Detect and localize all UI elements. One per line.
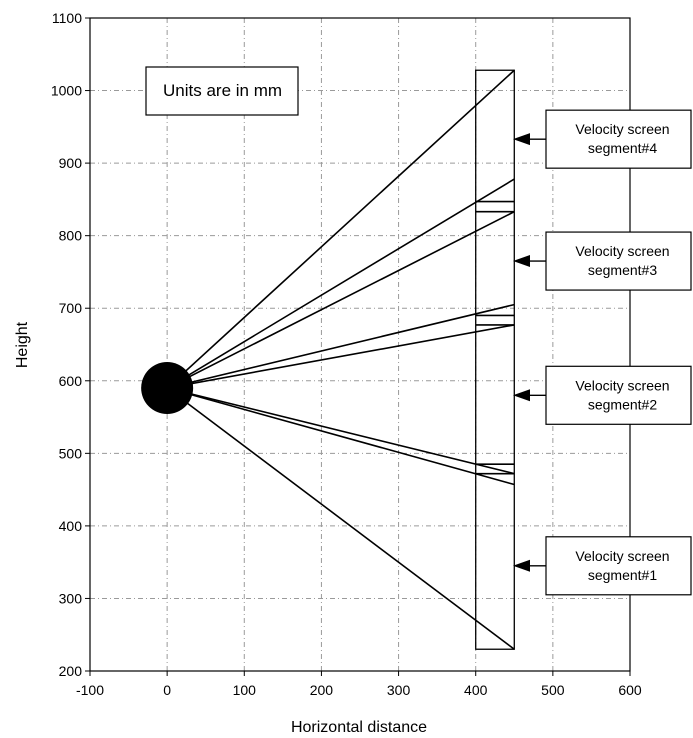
y-tick-label: 200: [59, 663, 83, 679]
y-tick-label: 700: [59, 300, 83, 316]
x-tick-label: 600: [618, 682, 642, 698]
annotation-box: [545, 536, 692, 596]
source-point: [141, 362, 194, 415]
annotation-callout: Velocity screen segment#3: [513, 231, 692, 291]
annotation-label: Velocity screen: [575, 548, 669, 564]
annotation-label: segment#2: [588, 396, 657, 412]
annotation-callout: Velocity screen segment#1: [513, 536, 692, 596]
y-tick-label: 800: [59, 228, 83, 244]
ray-line: [166, 324, 515, 389]
annotation-callout: Velocity screen segment#4: [513, 109, 692, 169]
ray-line: [166, 387, 515, 475]
x-tick-label: 500: [541, 682, 565, 698]
note-text: Units are in mm: [163, 81, 282, 100]
y-tick-label: 500: [59, 445, 83, 461]
annotation-arrowhead: [513, 389, 530, 402]
y-axis-title: Height: [14, 321, 31, 368]
note-box: Units are in mm: [145, 66, 299, 116]
note-box-frame: [145, 66, 299, 116]
y-tick-label: 1000: [51, 83, 82, 99]
ray-line: [166, 178, 515, 389]
annotation-label: Velocity screen: [575, 243, 669, 259]
y-tick-label: 900: [59, 155, 83, 171]
annotation-label: segment#3: [588, 262, 657, 278]
x-tick-label: 0: [163, 682, 171, 698]
annotation-arrowhead: [513, 133, 530, 146]
annotation-label: segment#4: [588, 140, 657, 156]
x-tick-label: 100: [233, 682, 257, 698]
annotation-arrowhead: [513, 255, 530, 268]
velocity-screen-frame: [475, 69, 515, 650]
annotation-box: [545, 109, 692, 169]
ray-line: [166, 69, 515, 389]
marks-layer: [141, 69, 515, 650]
annotations-layer: Velocity screen segment#4 Velocity screen s…: [513, 109, 692, 596]
ticks-layer: -100 0 100 200 300 400 500 600 200 300 400 500 600 70…: [51, 10, 642, 698]
annotation-label: Velocity screen: [575, 377, 669, 393]
annotation-box: [545, 231, 692, 291]
annotation-label: Velocity screen: [575, 121, 669, 137]
annotation-box: [545, 365, 692, 425]
annotation-callout: Velocity screen segment#2: [513, 365, 692, 425]
plot-frame: [89, 17, 631, 672]
x-tick-label: 300: [387, 682, 411, 698]
ray-line: [166, 387, 515, 486]
y-tick-label: 1100: [52, 10, 82, 26]
x-tick-label: 400: [464, 682, 488, 698]
x-tick-label: -100: [76, 682, 104, 698]
x-axis-title: Horizontal distance: [291, 719, 427, 736]
ray-line: [166, 211, 515, 389]
ray-line: [166, 387, 515, 650]
ray-line: [166, 303, 515, 389]
y-tick-label: 600: [59, 373, 83, 389]
y-tick-label: 300: [59, 590, 83, 606]
y-tick-label: 400: [59, 518, 83, 534]
annotation-label: segment#1: [588, 567, 657, 583]
annotation-arrowhead: [513, 559, 530, 572]
x-tick-label: 200: [310, 682, 334, 698]
